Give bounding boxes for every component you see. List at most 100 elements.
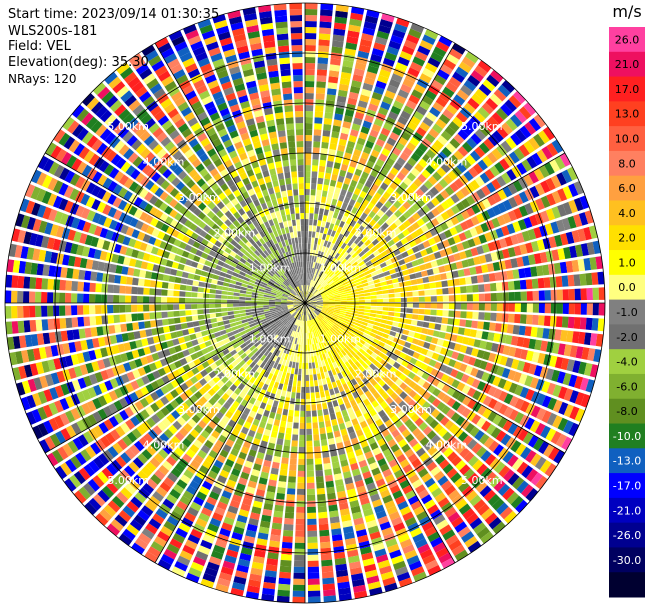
velocity-gate — [131, 304, 138, 313]
velocity-gate — [434, 74, 447, 86]
velocity-gate — [376, 30, 390, 40]
velocity-gate — [446, 408, 456, 419]
velocity-gate — [376, 303, 383, 307]
velocity-gate — [309, 380, 314, 387]
velocity-gate — [458, 431, 469, 442]
velocity-gate — [465, 120, 478, 132]
velocity-gate — [209, 289, 216, 294]
velocity-gate — [356, 163, 365, 171]
velocity-gate — [223, 516, 235, 526]
velocity-gate — [270, 467, 279, 475]
velocity-gate — [548, 328, 556, 340]
velocity-gate — [325, 313, 332, 318]
velocity-gate — [95, 305, 102, 314]
velocity-gate — [421, 169, 431, 179]
velocity-gate — [274, 318, 280, 323]
velocity-gate — [325, 221, 331, 229]
velocity-gate — [319, 385, 324, 392]
velocity-gate — [459, 363, 468, 373]
velocity-gate — [398, 214, 407, 223]
velocity-gate — [393, 317, 400, 322]
velocity-gate — [318, 335, 323, 343]
velocity-gate — [254, 341, 261, 348]
velocity-gate — [306, 452, 314, 459]
velocity-gate — [293, 416, 299, 423]
velocity-gate — [430, 197, 440, 207]
velocity-gate — [516, 336, 525, 347]
velocity-gate — [265, 404, 272, 412]
velocity-gate — [334, 113, 343, 121]
velocity-gate — [355, 333, 363, 339]
velocity-gate — [567, 274, 575, 287]
velocity-gate — [524, 202, 534, 215]
velocity-gate — [233, 292, 240, 297]
velocity-gate — [59, 305, 66, 316]
velocity-gate — [424, 296, 431, 302]
velocity-gate — [293, 318, 297, 325]
velocity-gate — [305, 171, 311, 178]
velocity-gate — [257, 325, 264, 330]
velocity-gate — [557, 417, 569, 432]
velocity-gate — [334, 269, 341, 275]
velocity-gate — [347, 225, 354, 233]
velocity-gate — [305, 183, 310, 190]
velocity-gate — [307, 314, 310, 321]
velocity-gate — [315, 256, 320, 263]
velocity-gate — [332, 540, 344, 548]
velocity-gate — [265, 343, 271, 350]
velocity-gate — [337, 317, 344, 322]
velocity-gate — [476, 274, 484, 283]
velocity-gate — [357, 240, 364, 248]
velocity-gate — [169, 488, 181, 500]
velocity-gate — [327, 382, 333, 390]
velocity-gate — [412, 212, 421, 221]
velocity-gate — [331, 334, 338, 340]
velocity-gate — [339, 453, 347, 462]
velocity-gate — [550, 289, 557, 301]
velocity-gate — [334, 293, 341, 297]
velocity-gate — [306, 261, 309, 268]
velocity-gate — [368, 316, 376, 321]
velocity-gate — [405, 187, 415, 196]
velocity-gate — [384, 363, 393, 371]
velocity-gate — [305, 386, 310, 393]
velocity-gate — [322, 402, 328, 410]
velocity-gate — [316, 296, 323, 300]
velocity-gate — [349, 431, 357, 440]
velocity-gate — [341, 235, 347, 243]
velocity-gate — [443, 58, 457, 70]
velocity-gate — [141, 449, 153, 460]
velocity-gate — [393, 249, 401, 256]
velocity-gate — [549, 276, 557, 288]
velocity-gate — [316, 284, 321, 290]
velocity-gate — [489, 475, 502, 488]
velocity-gate — [421, 494, 433, 505]
velocity-gate — [567, 316, 575, 329]
velocity-gate — [340, 298, 347, 301]
velocity-gate — [316, 75, 327, 82]
velocity-gate — [157, 421, 167, 432]
velocity-gate — [378, 379, 386, 387]
velocity-gate — [97, 453, 110, 466]
velocity-gate — [406, 297, 413, 302]
velocity-gate — [471, 476, 484, 489]
velocity-gate — [521, 159, 533, 172]
velocity-gate — [162, 274, 170, 282]
velocity-gate — [479, 172, 490, 184]
velocity-gate — [573, 317, 581, 329]
velocity-gate — [275, 413, 282, 421]
velocity-gate — [309, 267, 313, 274]
velocity-gate — [363, 563, 377, 573]
velocity-gate — [256, 343, 263, 350]
velocity-gate — [580, 393, 591, 408]
velocity-gate — [429, 419, 439, 429]
velocity-gate — [284, 353, 289, 361]
velocity-gate — [396, 171, 406, 181]
velocity-gate — [334, 557, 347, 566]
velocity-gate — [496, 215, 506, 226]
velocity-gate — [422, 153, 432, 164]
velocity-gate — [224, 554, 237, 564]
velocity-gate — [497, 417, 508, 429]
velocity-gate — [5, 306, 12, 319]
velocity-gate — [335, 338, 342, 345]
